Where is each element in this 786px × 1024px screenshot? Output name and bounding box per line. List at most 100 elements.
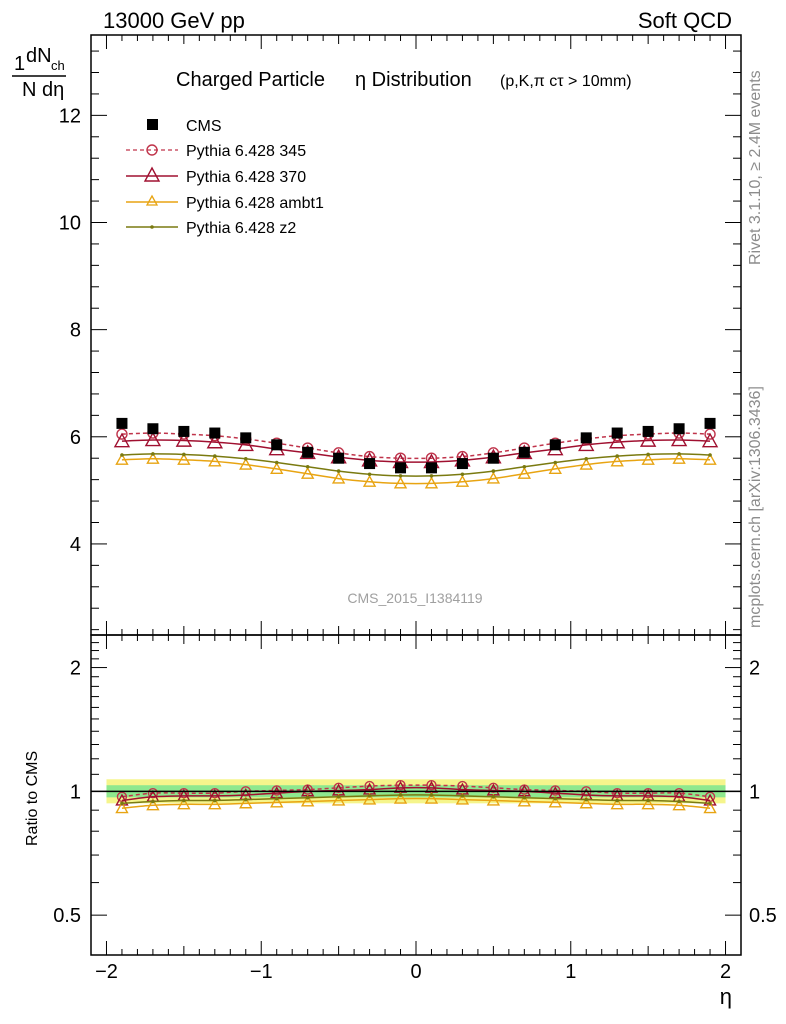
point-ambt1 bbox=[672, 451, 686, 464]
ratio-y-tick-label-right: 2 bbox=[749, 658, 760, 680]
ratio-point-ambt1 bbox=[177, 797, 191, 810]
series-line-z2 bbox=[121, 453, 711, 477]
ratio-point-ambt1 bbox=[517, 794, 532, 807]
y-tick-label: 8 bbox=[70, 320, 81, 342]
ratio-point-z2 bbox=[429, 793, 434, 797]
ratio-point-345 bbox=[364, 780, 375, 792]
x-tick-label: −1 bbox=[250, 961, 273, 983]
legend: CMS Pythia 6.428 345 Pythia 6.428 370 Py… bbox=[126, 118, 324, 237]
point-z2 bbox=[305, 464, 310, 469]
data-point-cms bbox=[704, 417, 716, 429]
point-z2 bbox=[182, 452, 186, 457]
point-ambt1 bbox=[610, 454, 624, 467]
point-z2 bbox=[213, 454, 217, 458]
point-370 bbox=[237, 436, 254, 452]
point-z2 bbox=[491, 469, 496, 473]
x-axis-label: η bbox=[720, 984, 732, 1009]
ratio-point-ambt1 bbox=[610, 797, 624, 810]
legend-label-370: Pythia 6.428 370 bbox=[186, 169, 306, 186]
point-z2 bbox=[243, 456, 248, 461]
x-tick-label: 2 bbox=[720, 961, 731, 983]
data-point-cms bbox=[611, 427, 623, 439]
ratio-y-tick-label-right: 0.5 bbox=[749, 905, 777, 927]
analysis-watermark: CMS_2015_I1384119 bbox=[347, 590, 482, 606]
point-370 bbox=[639, 432, 657, 447]
header-category-label: Soft QCD bbox=[638, 8, 732, 33]
ratio-point-z2 bbox=[274, 796, 279, 801]
y-tick-label: 6 bbox=[70, 427, 81, 449]
ratio-point-z2 bbox=[243, 797, 248, 802]
point-z2 bbox=[646, 452, 650, 457]
point-z2 bbox=[336, 469, 341, 473]
point-ambt1 bbox=[239, 457, 253, 470]
point-ambt1 bbox=[703, 452, 717, 465]
data-point-cms bbox=[425, 462, 437, 474]
point-ambt1 bbox=[641, 452, 655, 465]
ratio-point-345 bbox=[333, 782, 344, 794]
ratio-point-z2 bbox=[398, 793, 403, 797]
y-label-subscript: ch bbox=[51, 58, 65, 73]
point-ambt1 bbox=[331, 471, 346, 484]
point-370 bbox=[175, 432, 193, 447]
series-line-345 bbox=[121, 432, 711, 460]
x-tick-label: 0 bbox=[410, 961, 421, 983]
point-ambt1 bbox=[455, 474, 470, 487]
point-345 bbox=[116, 428, 128, 440]
legend-label-cms: CMS bbox=[186, 118, 222, 135]
point-ambt1 bbox=[300, 466, 315, 479]
ratio-point-345 bbox=[395, 780, 406, 791]
ratio-point-ambt1 bbox=[331, 793, 346, 806]
point-370 bbox=[206, 433, 223, 449]
legend-label-ambt1: Pythia 6.428 ambt1 bbox=[186, 195, 324, 212]
point-z2 bbox=[708, 453, 712, 457]
point-z2 bbox=[429, 474, 434, 478]
point-ambt1 bbox=[548, 461, 562, 475]
ratio-point-z2 bbox=[646, 798, 650, 803]
ratio-point-ambt1 bbox=[579, 796, 593, 809]
point-370 bbox=[609, 433, 626, 449]
chart-title-eta: η Distribution bbox=[355, 69, 472, 91]
data-point-cms bbox=[178, 425, 190, 437]
point-ambt1 bbox=[517, 466, 532, 479]
data-point-cms bbox=[580, 432, 592, 444]
ratio-point-ambt1 bbox=[146, 798, 160, 811]
ratio-point-ambt1 bbox=[208, 797, 222, 810]
legend-marker-370 bbox=[143, 166, 161, 182]
point-345 bbox=[704, 428, 716, 440]
point-z2 bbox=[274, 460, 279, 465]
ratio-point-z2 bbox=[336, 794, 341, 799]
data-point-cms bbox=[518, 446, 530, 458]
ratio-point-z2 bbox=[151, 799, 155, 804]
point-z2 bbox=[398, 474, 403, 478]
data-point-cms bbox=[209, 427, 221, 439]
point-ambt1 bbox=[146, 451, 160, 464]
point-ambt1 bbox=[362, 474, 377, 487]
legend-marker-cms bbox=[147, 119, 158, 130]
point-370 bbox=[578, 436, 595, 452]
point-370 bbox=[144, 431, 162, 447]
data-point-cms bbox=[487, 452, 499, 464]
point-ambt1 bbox=[424, 476, 439, 489]
ratio-point-z2 bbox=[522, 795, 527, 800]
series-line-370 bbox=[121, 439, 711, 463]
ratio-point-z2 bbox=[491, 794, 496, 799]
ratio-y-tick-label: 2 bbox=[70, 658, 81, 680]
ratio-point-345 bbox=[457, 780, 468, 792]
ratio-point-z2 bbox=[305, 795, 310, 800]
ratio-point-z2 bbox=[553, 796, 558, 801]
ratio-y-label: Ratio to CMS bbox=[24, 751, 41, 846]
point-ambt1 bbox=[393, 476, 408, 489]
mcplots-label: mcplots.cern.ch [arXiv:1306.3436] bbox=[747, 386, 764, 628]
point-ambt1 bbox=[579, 457, 593, 470]
ratio-point-z2 bbox=[182, 798, 186, 803]
point-z2 bbox=[615, 454, 619, 458]
y-label-numerator: dN bbox=[26, 45, 52, 67]
y-tick-label: 12 bbox=[59, 105, 81, 127]
ratio-y-tick-label: 1 bbox=[70, 781, 81, 803]
y-tick-label: 10 bbox=[59, 213, 81, 235]
legend-marker-z2 bbox=[150, 225, 154, 229]
ratio-point-345 bbox=[673, 787, 685, 799]
data-point-cms bbox=[395, 462, 407, 474]
